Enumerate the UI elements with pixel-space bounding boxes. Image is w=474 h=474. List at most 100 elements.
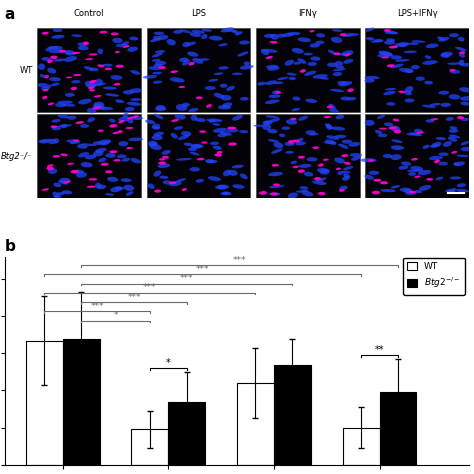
Ellipse shape <box>384 122 393 126</box>
Ellipse shape <box>410 166 423 171</box>
Ellipse shape <box>350 153 362 157</box>
Ellipse shape <box>62 190 73 194</box>
Ellipse shape <box>351 156 361 161</box>
Ellipse shape <box>53 138 59 143</box>
Ellipse shape <box>282 127 290 130</box>
Ellipse shape <box>411 40 426 43</box>
Ellipse shape <box>152 124 160 129</box>
Ellipse shape <box>298 37 311 42</box>
Ellipse shape <box>101 163 109 166</box>
Ellipse shape <box>55 103 66 107</box>
Ellipse shape <box>228 142 237 146</box>
Text: *: * <box>166 357 171 367</box>
Ellipse shape <box>99 31 108 34</box>
Ellipse shape <box>51 125 57 128</box>
Ellipse shape <box>71 170 79 173</box>
Ellipse shape <box>162 156 169 159</box>
Ellipse shape <box>50 55 58 59</box>
Bar <box>131 429 168 465</box>
Ellipse shape <box>197 158 205 160</box>
Ellipse shape <box>296 138 303 143</box>
Ellipse shape <box>403 90 412 95</box>
Ellipse shape <box>298 156 305 159</box>
Ellipse shape <box>391 185 400 189</box>
Bar <box>146 114 250 198</box>
Ellipse shape <box>176 104 187 111</box>
Ellipse shape <box>411 65 420 69</box>
Ellipse shape <box>192 58 203 64</box>
Ellipse shape <box>405 86 413 92</box>
Ellipse shape <box>195 118 206 122</box>
Ellipse shape <box>50 82 60 86</box>
Bar <box>343 428 380 465</box>
Ellipse shape <box>41 57 51 61</box>
Ellipse shape <box>414 175 420 178</box>
Ellipse shape <box>336 115 344 119</box>
Ellipse shape <box>440 53 450 58</box>
Ellipse shape <box>123 90 134 94</box>
Ellipse shape <box>406 133 421 136</box>
Ellipse shape <box>173 30 183 34</box>
Ellipse shape <box>126 191 134 196</box>
Ellipse shape <box>46 166 54 170</box>
Ellipse shape <box>374 39 383 42</box>
Ellipse shape <box>65 93 75 97</box>
Text: b: b <box>5 239 16 255</box>
Bar <box>365 114 469 198</box>
Ellipse shape <box>105 93 119 97</box>
Ellipse shape <box>343 59 353 64</box>
Ellipse shape <box>95 148 107 153</box>
Ellipse shape <box>459 53 465 58</box>
Ellipse shape <box>189 62 195 65</box>
Ellipse shape <box>337 81 347 84</box>
Ellipse shape <box>337 171 343 175</box>
Ellipse shape <box>118 120 125 123</box>
Ellipse shape <box>429 103 441 106</box>
Ellipse shape <box>306 130 316 135</box>
Ellipse shape <box>110 186 122 192</box>
Ellipse shape <box>364 76 380 79</box>
Ellipse shape <box>129 36 138 40</box>
Ellipse shape <box>253 125 266 127</box>
Ellipse shape <box>450 70 460 74</box>
Ellipse shape <box>407 169 423 172</box>
Ellipse shape <box>87 108 96 113</box>
Ellipse shape <box>312 180 327 185</box>
Ellipse shape <box>191 30 205 34</box>
Ellipse shape <box>178 86 185 88</box>
Ellipse shape <box>209 79 218 82</box>
Ellipse shape <box>448 137 457 142</box>
Ellipse shape <box>105 170 113 173</box>
Ellipse shape <box>186 42 196 46</box>
Ellipse shape <box>379 128 387 129</box>
Ellipse shape <box>419 185 431 191</box>
Ellipse shape <box>83 41 89 45</box>
Ellipse shape <box>328 50 336 55</box>
Ellipse shape <box>52 127 61 130</box>
Ellipse shape <box>458 60 465 65</box>
Ellipse shape <box>112 132 119 134</box>
Ellipse shape <box>316 177 327 182</box>
Ellipse shape <box>263 121 270 125</box>
Ellipse shape <box>239 40 250 45</box>
Ellipse shape <box>226 128 238 133</box>
Ellipse shape <box>448 129 459 133</box>
Ellipse shape <box>220 95 231 100</box>
Ellipse shape <box>272 164 279 167</box>
Ellipse shape <box>446 117 454 121</box>
Ellipse shape <box>399 165 408 170</box>
Ellipse shape <box>53 46 63 50</box>
Ellipse shape <box>116 44 129 47</box>
Ellipse shape <box>404 99 415 102</box>
Ellipse shape <box>365 27 374 32</box>
Ellipse shape <box>53 28 63 32</box>
Ellipse shape <box>292 48 304 54</box>
Ellipse shape <box>299 164 311 168</box>
Ellipse shape <box>268 172 283 176</box>
Ellipse shape <box>277 77 289 80</box>
Ellipse shape <box>271 148 283 154</box>
Ellipse shape <box>222 102 232 108</box>
Ellipse shape <box>459 51 465 54</box>
Ellipse shape <box>286 119 297 125</box>
Ellipse shape <box>441 52 453 57</box>
